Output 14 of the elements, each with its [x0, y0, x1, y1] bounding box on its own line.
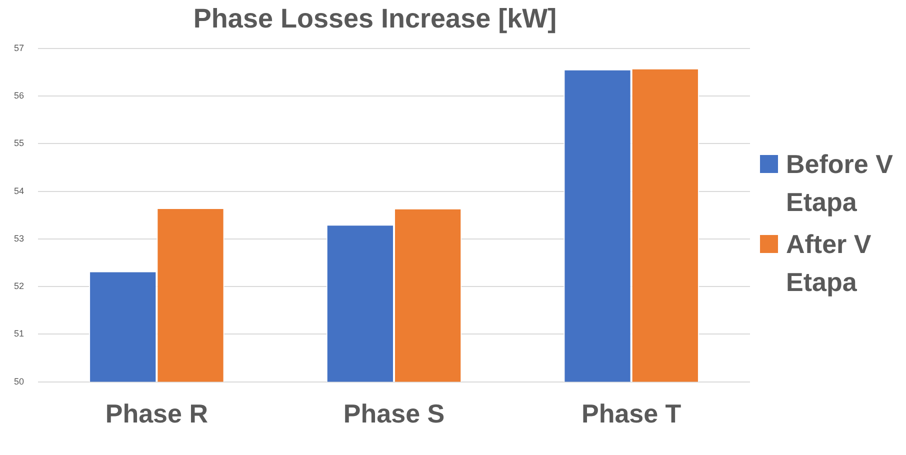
y-tick-label: 55 — [14, 138, 24, 148]
chart-title: Phase Losses Increase [kW] — [193, 4, 557, 34]
y-tick-label: 56 — [14, 90, 24, 101]
x-tick-label: Phase T — [581, 398, 682, 429]
legend-label: After V Etapa — [786, 228, 872, 299]
y-tick-label: 51 — [14, 328, 24, 339]
y-tick-label: 53 — [14, 233, 24, 244]
y-tick-label: 54 — [14, 186, 24, 196]
x-tick-label: Phase R — [105, 398, 208, 429]
x-tick-label: Phase S — [343, 398, 445, 429]
y-tick-label: 50 — [14, 376, 24, 386]
y-tick-label: 52 — [14, 281, 24, 292]
y-tick-label: 57 — [14, 42, 24, 53]
legend-label: Before V Etapa — [786, 148, 894, 219]
